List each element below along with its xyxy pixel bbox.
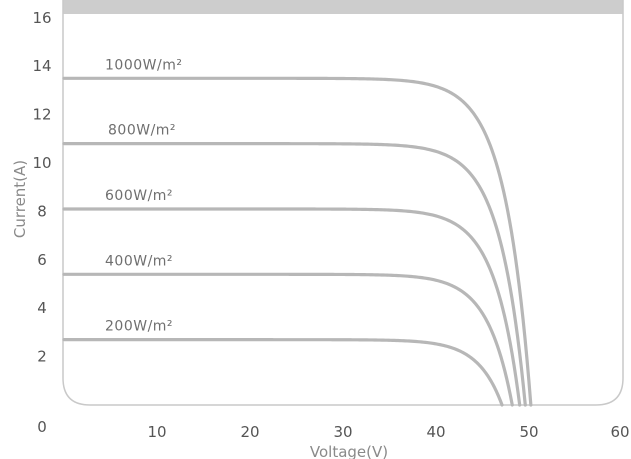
curve-label: 400W/m² [105, 253, 173, 269]
y-tick-label: 2 [37, 348, 47, 366]
iv-curve [62, 76, 533, 407]
y-axis-label: Current(A) [11, 160, 29, 238]
curve-label: 600W/m² [105, 188, 173, 204]
x-axis-label: Voltage(V) [310, 443, 388, 459]
y-tick-label: 4 [37, 299, 47, 317]
iv-curve [62, 272, 514, 407]
x-tick-label: 50 [519, 423, 538, 441]
y-tick-label: 14 [32, 57, 51, 75]
iv-curve [62, 338, 504, 407]
y-ticks-group: 0 2 4 6 8 10 12 14 16 [32, 9, 51, 436]
y-tick-label: 10 [32, 154, 51, 172]
y-tick-label: 0 [37, 418, 47, 436]
curves-group [62, 76, 533, 407]
curve-labels-group: 1000W/m² 800W/m² 600W/m² 400W/m² 200W/m² [105, 57, 182, 334]
iv-curve [62, 207, 522, 407]
x-ticks-group: 10 20 30 40 50 60 [147, 423, 629, 441]
iv-curve [62, 142, 527, 407]
x-tick-label: 60 [610, 423, 629, 441]
x-tick-label: 30 [333, 423, 352, 441]
x-tick-label: 40 [426, 423, 445, 441]
curve-label: 1000W/m² [105, 57, 182, 73]
plot-frame [62, 0, 624, 406]
x-tick-label: 10 [147, 423, 166, 441]
x-tick-label: 20 [240, 423, 259, 441]
y-tick-label: 6 [37, 251, 47, 269]
y-tick-label: 16 [32, 9, 51, 27]
curve-label: 200W/m² [105, 319, 173, 335]
y-tick-label: 8 [37, 202, 47, 220]
top-band [63, 0, 623, 14]
curve-label: 800W/m² [108, 123, 176, 139]
y-tick-label: 12 [32, 106, 51, 124]
